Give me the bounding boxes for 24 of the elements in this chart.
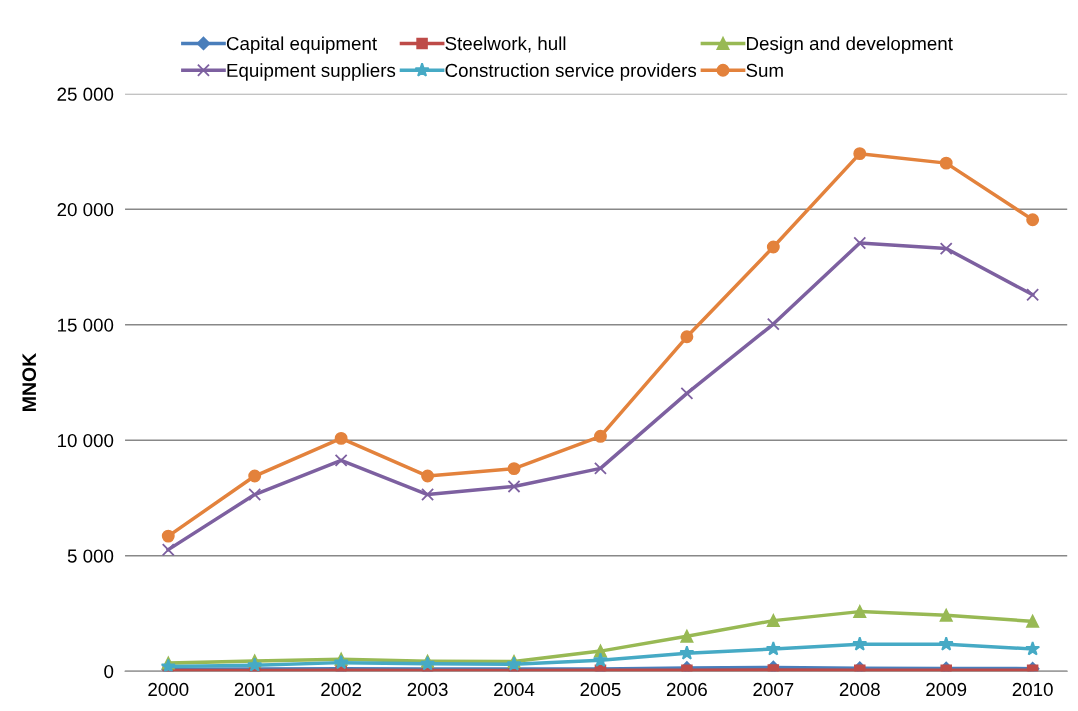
- x-tick-label: 2004: [494, 682, 535, 697]
- x-tick-label: 2003: [407, 682, 448, 697]
- legend-label: Equipment suppliers: [227, 63, 396, 81]
- legend-label: Construction service providers: [445, 63, 697, 81]
- x-tick-label: 2009: [926, 682, 967, 697]
- y-tick-label: 10 000: [58, 433, 114, 448]
- x-tick-label: 2002: [321, 682, 362, 697]
- x-tick-label: 2006: [666, 682, 707, 697]
- x-tick-label: 2010: [1012, 682, 1053, 697]
- legend-label: Steelwork, hull: [445, 36, 566, 53]
- x-tick-label: 2001: [234, 682, 275, 697]
- x-tick-label: 2007: [753, 682, 794, 697]
- legend-label: Design and development: [747, 36, 953, 54]
- x-tick-label: 2008: [839, 682, 880, 697]
- y-tick-label: 25 000: [57, 87, 114, 101]
- y-tick-label: 5 000: [67, 549, 114, 563]
- x-tick-label: 2005: [580, 682, 621, 697]
- y-axis-title: MNOK: [22, 352, 37, 411]
- x-tick-label: 2000: [148, 682, 189, 697]
- y-tick-label: 20 000: [57, 203, 114, 217]
- y-tick-label: 0: [104, 664, 114, 679]
- y-tick-label: 15 000: [58, 318, 114, 332]
- legend-label: Capital equipment: [226, 36, 377, 54]
- legend-label: Sum: [746, 63, 783, 78]
